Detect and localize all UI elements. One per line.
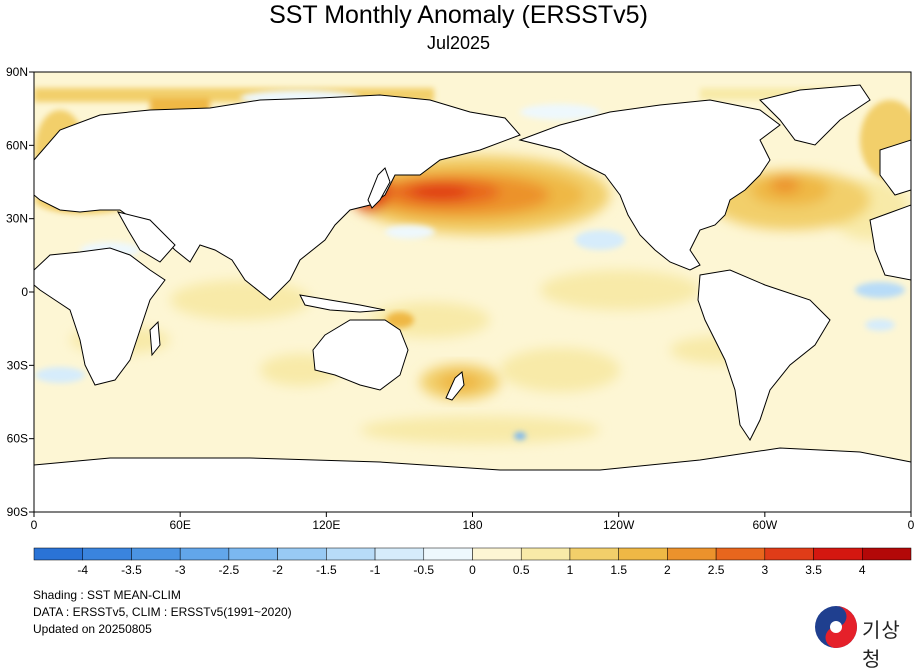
x-tick-label: 60E <box>169 518 190 532</box>
colorbar-swatch <box>618 547 668 561</box>
y-tick-label: 0 <box>21 285 28 299</box>
x-tick-label: 120E <box>312 518 340 532</box>
y-tick-label: 90N <box>6 65 28 79</box>
colorbar-label: 2 <box>664 563 671 577</box>
colorbar-label: 4 <box>859 563 866 577</box>
colorbar-swatch <box>569 547 619 561</box>
colorbar-label: 3 <box>761 563 768 577</box>
colorbar-swatch <box>472 547 522 561</box>
x-tick-label: 0 <box>908 518 915 532</box>
footer-updated: Updated on 20250805 <box>33 622 152 636</box>
colorbar-label: 3.5 <box>805 563 822 577</box>
colorbar-swatch <box>667 547 717 561</box>
colorbar-swatch <box>326 547 376 561</box>
colorbar: -4 -3.5 -3 -2.5 -2 -1.5 -1 -0.5 0 0.5 1 1.5 2 2.5 3 3.5… <box>33 547 912 577</box>
colorbar-label: 2.5 <box>708 563 725 577</box>
footer-shading: Shading : SST MEAN-CLIM <box>33 588 181 602</box>
continents <box>34 84 911 512</box>
map-subtitle: Jul2025 <box>426 33 491 53</box>
x-tick-label: 180 <box>462 518 482 532</box>
y-tick-label: 30S <box>7 358 28 372</box>
colorbar-label: 0 <box>469 563 476 577</box>
colorbar-swatch <box>82 547 132 561</box>
x-axis: 0 60E 120E 180 120W 60W 0 <box>31 512 915 532</box>
colorbar-label: 0.5 <box>513 563 530 577</box>
colorbar-swatch <box>277 547 327 561</box>
colorbar-label: -1 <box>370 563 381 577</box>
y-tick-label: 60S <box>7 432 28 446</box>
y-tick-label: 90S <box>7 505 28 519</box>
x-tick-label: 120W <box>603 518 635 532</box>
x-tick-label: 60W <box>752 518 777 532</box>
colorbar-swatch <box>33 547 83 561</box>
colorbar-label: 1.5 <box>610 563 627 577</box>
kma-logo-text: 기상청 <box>862 618 901 671</box>
colorbar-label: -3 <box>175 563 186 577</box>
kma-logo-icon <box>815 606 857 648</box>
colorbar-label: -3.5 <box>121 563 142 577</box>
x-tick-label: 0 <box>31 518 38 532</box>
colorbar-label: -4 <box>77 563 88 577</box>
colorbar-swatch <box>715 547 766 561</box>
y-tick-label: 30N <box>6 212 28 226</box>
colorbar-swatch <box>813 547 863 561</box>
colorbar-swatch <box>179 547 230 561</box>
colorbar-swatch <box>862 547 912 561</box>
colorbar-swatch <box>374 547 425 561</box>
anomaly-patches <box>34 88 911 444</box>
colorbar-label: -0.5 <box>413 563 434 577</box>
footer-data: DATA : ERSSTv5, CLIM : ERSSTv5(1991~2020… <box>33 605 292 619</box>
colorbar-label: 1 <box>567 563 574 577</box>
colorbar-swatch <box>764 547 814 561</box>
colorbar-swatch <box>520 547 571 561</box>
map-title: SST Monthly Anomaly (ERSSTv5) <box>269 1 648 29</box>
colorbar-swatch <box>228 547 278 561</box>
colorbar-label: -2.5 <box>219 563 240 577</box>
colorbar-swatch <box>423 547 473 561</box>
colorbar-swatch <box>131 547 181 561</box>
y-tick-label: 60N <box>6 138 28 152</box>
colorbar-label: -2 <box>272 563 283 577</box>
y-axis: 90N 60N 30N 0 30S 60S 90S <box>6 65 34 519</box>
colorbar-label: -1.5 <box>316 563 337 577</box>
sst-anomaly-map: 90N 60N 30N 0 30S 60S 90S 0 60E 120E 180 120W 60W 0 … <box>6 65 915 577</box>
